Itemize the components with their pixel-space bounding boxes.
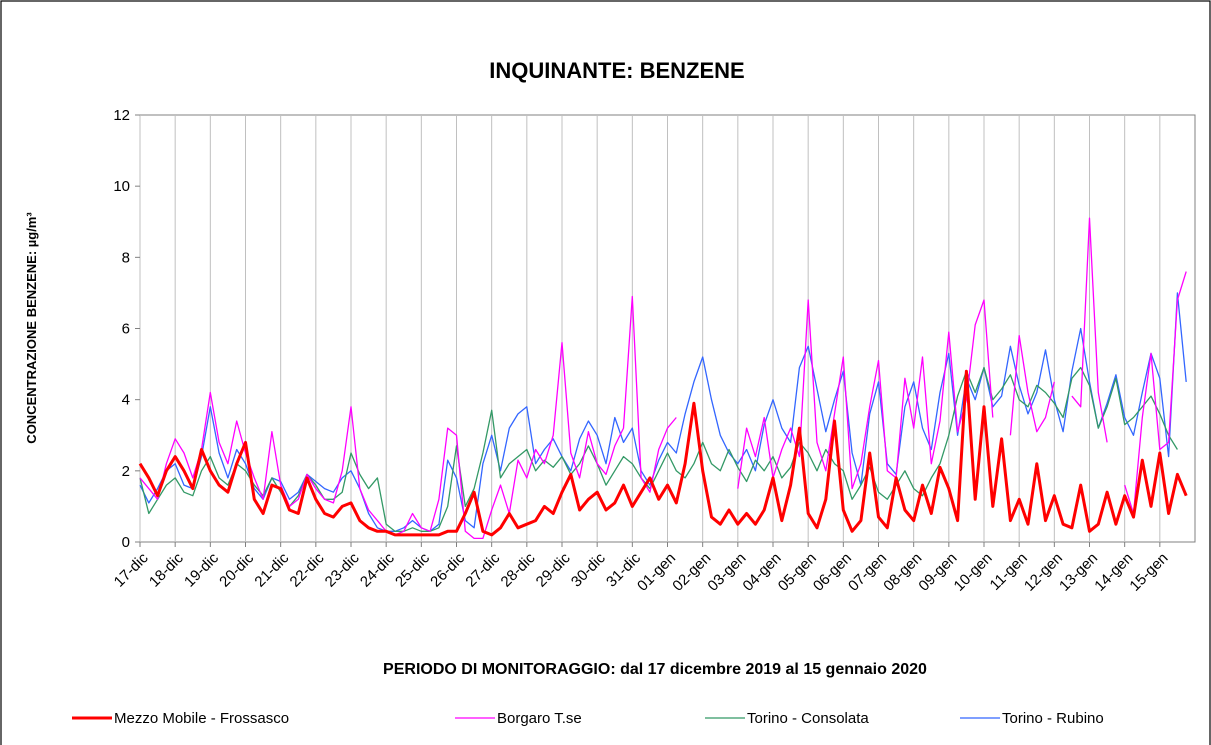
x-tick-label: 21-dic [251, 549, 292, 590]
x-tick-label: 07-gen [845, 550, 890, 595]
x-axis-title: PERIODO DI MONITORAGGIO: dal 17 dicembre… [383, 661, 927, 678]
x-tick-label: 09-gen [915, 550, 960, 595]
x-tick-label: 08-gen [880, 550, 925, 595]
legend-item: Mezzo Mobile - Frossasco [72, 710, 289, 727]
x-tick-label: 15-gen [1126, 550, 1171, 595]
x-tick-label: 01-gen [634, 550, 679, 595]
y-tick-label: 4 [122, 392, 130, 409]
legend-label: Mezzo Mobile - Frossasco [114, 710, 289, 727]
x-tick-label: 26-dic [427, 549, 468, 590]
y-tick-label: 6 [122, 321, 130, 338]
legend-label: Torino - Consolata [747, 710, 869, 727]
x-tick-label: 27-dic [462, 549, 503, 590]
x-tick-label: 14-gen [1091, 550, 1136, 595]
legend-item: Borgaro T.se [455, 710, 582, 727]
x-tick-label: 17-dic [111, 549, 152, 590]
x-tick-label: 12-gen [1021, 550, 1066, 595]
series-line [138, 369, 1188, 537]
x-tick-label: 22-dic [287, 549, 328, 590]
x-tick-label: 04-gen [740, 550, 785, 595]
x-tick-label: 18-dic [146, 549, 187, 590]
x-tick-label: 20-dic [216, 549, 257, 590]
legend-label: Torino - Rubino [1002, 710, 1104, 727]
legend-label: Borgaro T.se [497, 710, 582, 727]
x-tick-label: 02-gen [669, 550, 714, 595]
y-tick-label: 10 [113, 178, 130, 195]
x-tick-label: 28-dic [498, 549, 539, 590]
series-line [139, 366, 1178, 532]
y-tick-label: 0 [122, 534, 130, 551]
legend-item: Torino - Rubino [960, 710, 1104, 727]
y-tick-label: 2 [122, 463, 130, 480]
y-tick-label: 12 [113, 107, 130, 124]
legend-item: Torino - Consolata [705, 710, 869, 727]
y-tick-label: 8 [122, 249, 130, 266]
x-tick-label: 24-dic [357, 549, 398, 590]
x-tick-label: 19-dic [181, 549, 222, 590]
y-axis-title: CONCENTRAZIONE BENZENE: µg/m³ [24, 212, 39, 444]
x-tick-label: 25-dic [392, 549, 433, 590]
x-tick-label: 23-dic [322, 549, 363, 590]
x-tick-label: 03-gen [704, 550, 749, 595]
x-tick-label: 06-gen [810, 550, 855, 595]
x-tick-label: 10-gen [951, 550, 996, 595]
chart-title: INQUINANTE: BENZENE [489, 58, 744, 83]
x-tick-label: 29-dic [533, 549, 574, 590]
series-line [139, 292, 1187, 532]
x-tick-label: 05-gen [775, 550, 820, 595]
x-tick-label: 30-dic [568, 549, 609, 590]
x-tick-label: 13-gen [1056, 550, 1101, 595]
series-line [139, 217, 1187, 540]
